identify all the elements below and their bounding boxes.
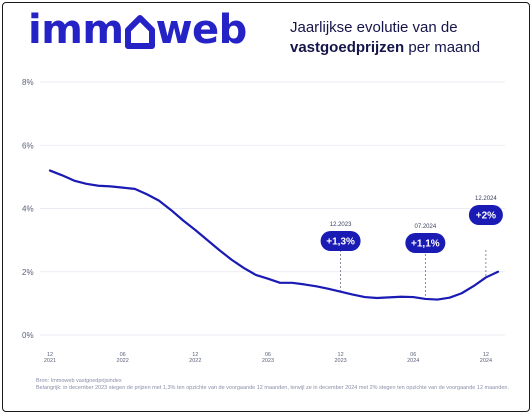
annotation-value-1: +1,1%	[411, 239, 440, 250]
logo-text-left: imm	[28, 7, 124, 53]
x-tick-year-4: 2023	[334, 358, 346, 364]
x-tick-year-2: 2022	[189, 358, 201, 364]
logo-text-right: web	[155, 7, 248, 53]
x-tick-year-3: 2023	[262, 358, 274, 364]
x-tick-month-4: 12	[338, 352, 344, 358]
annotation-bubble-2	[468, 205, 503, 225]
x-tick-year-5: 2024	[407, 358, 419, 364]
house-icon	[124, 15, 155, 49]
y-tick-label-0: 0%	[22, 331, 34, 340]
series-line	[48, 169, 500, 301]
annotation-date-0: 12.2023	[330, 222, 352, 228]
footer-note: Belangrijk: in december 2023 stegen de p…	[36, 385, 509, 391]
annotation-value-0: +1,3%	[326, 237, 355, 248]
title-rest: per maand	[404, 39, 481, 56]
y-tick-label-2: 4%	[22, 205, 34, 214]
annotation-bubble-0	[320, 231, 361, 251]
x-tick-year-6: 2024	[480, 358, 492, 364]
y-tick-label-1: 2%	[22, 268, 34, 277]
annotation-date-1: 07.2024	[414, 224, 436, 230]
x-tick-month-1: 06	[120, 352, 126, 358]
annotation-value-2: +2%	[476, 211, 496, 222]
chart-footer: Bron: Immoweb vastgoedprijsindex Belangr…	[36, 378, 522, 392]
title-bold-word: vastgoedprijzen	[290, 39, 405, 56]
annotation-bubble-1	[405, 233, 446, 253]
x-tick-month-5: 06	[410, 352, 416, 358]
x-tick-year-0: 2021	[44, 358, 56, 364]
title-line-2: vastgoedprijzen per maand	[290, 38, 520, 58]
chart-title: Jaarlijkse evolutie van de vastgoedprijz…	[290, 18, 520, 58]
footer-source: Bron: Immoweb vastgoedprijsindex	[36, 378, 122, 384]
annotation-date-2: 12.2024	[475, 196, 497, 202]
immoweb-logo: imm web	[28, 10, 247, 50]
y-tick-label-4: 8%	[22, 78, 34, 87]
y-tick-label-3: 6%	[22, 141, 34, 150]
x-tick-month-6: 12	[483, 352, 489, 358]
x-tick-month-0: 12	[47, 352, 53, 358]
x-tick-year-1: 2022	[117, 358, 129, 364]
x-tick-month-2: 12	[192, 352, 198, 358]
title-line-1: Jaarlijkse evolutie van de	[290, 19, 458, 36]
x-tick-month-3: 06	[265, 352, 271, 358]
